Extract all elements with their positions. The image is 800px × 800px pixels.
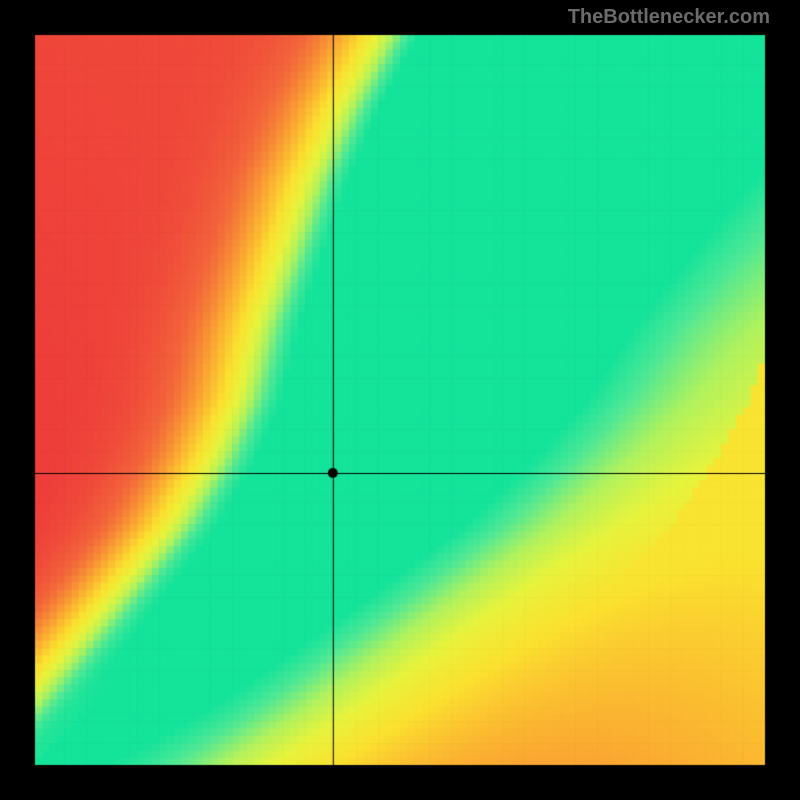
watermark-text: TheBottlenecker.com [568, 6, 770, 29]
chart-container: TheBottlenecker.com [0, 0, 800, 800]
heatmap-canvas [0, 0, 800, 800]
